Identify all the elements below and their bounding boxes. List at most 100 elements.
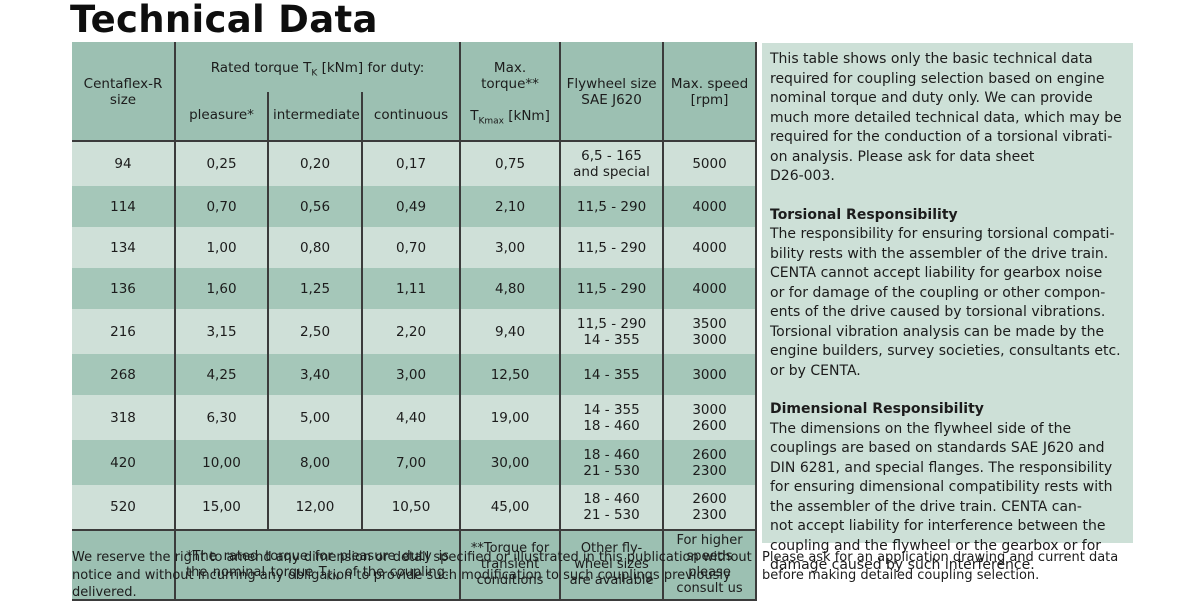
footnote-torque: **Torque for transient conditions xyxy=(460,529,562,601)
cell-continuous: 10,50 xyxy=(362,485,462,530)
cell-intermediate: 12,00 xyxy=(268,485,363,530)
cell-size: 420 xyxy=(72,440,176,485)
footnote-pleasure: *The rated torque for pleasure duty is t… xyxy=(175,529,462,601)
cell-pleasure: 15,00 xyxy=(175,485,269,530)
cell-max-torque: 3,00 xyxy=(460,227,562,268)
table-header-row-2: pleasure* intermediate continuous xyxy=(72,91,756,141)
cell-pleasure: 1,00 xyxy=(175,227,269,268)
cell-size: 216 xyxy=(72,309,176,354)
table-row: 94 0,25 0,20 0,17 0,75 6,5 - 165 and spe… xyxy=(72,141,758,186)
cell-intermediate: 1,25 xyxy=(268,268,363,309)
side-info-panel: This table shows only the basic technica… xyxy=(762,43,1133,573)
max-torque-line2: TKmax [kNm] xyxy=(465,108,555,127)
rated-torque-subscript: K xyxy=(311,68,318,79)
cell-max-torque: 2,10 xyxy=(460,186,562,227)
cell-continuous: 0,17 xyxy=(362,141,462,186)
cell-pleasure: 4,25 xyxy=(175,354,269,395)
cell-speed: 4000 xyxy=(663,186,758,227)
footnote-speed: For higher speeds please consult us xyxy=(663,529,758,601)
cell-flywheel: 11,5 - 290 xyxy=(560,227,665,268)
cell-size: 520 xyxy=(72,485,176,530)
header-rated-torque: Rated torque TK [kNm] for duty: xyxy=(175,42,462,92)
cell-speed: 3500 3000 xyxy=(663,309,758,354)
header-duty-intermediate: intermediate xyxy=(268,91,363,141)
table-row: 134 1,00 0,80 0,70 3,00 11,5 - 290 4000 xyxy=(72,227,758,268)
cell-continuous: 4,40 xyxy=(362,395,462,440)
rated-torque-text: Rated torque T xyxy=(210,59,312,76)
cell-max-torque: 9,40 xyxy=(460,309,562,354)
max-torque-symbol: T xyxy=(470,108,479,124)
rated-torque-unit: [kNm] for duty: xyxy=(317,59,425,76)
cell-intermediate: 0,80 xyxy=(268,227,363,268)
table-row: 136 1,60 1,25 1,11 4,80 11,5 - 290 4000 xyxy=(72,268,758,309)
cell-speed: 3000 xyxy=(663,354,758,395)
footnote-pleasure-text: *The rated torque for pleasure duty is t… xyxy=(186,549,450,580)
cell-flywheel: 11,5 - 290 14 - 355 xyxy=(560,309,665,354)
cell-continuous: 3,00 xyxy=(362,354,462,395)
cell-size: 114 xyxy=(72,186,176,227)
cell-max-torque: 45,00 xyxy=(460,485,562,530)
table-body: 94 0,25 0,20 0,17 0,75 6,5 - 165 and spe… xyxy=(72,141,758,601)
cell-pleasure: 3,15 xyxy=(175,309,269,354)
header-flywheel: Flywheel size SAE J620 xyxy=(560,42,665,141)
footnote-empty-cell xyxy=(72,529,176,601)
table-row: 216 3,15 2,50 2,20 9,40 11,5 - 290 14 - … xyxy=(72,309,758,354)
cell-flywheel: 18 - 460 21 - 530 xyxy=(560,485,665,530)
cell-intermediate: 5,00 xyxy=(268,395,363,440)
page-title: Technical Data xyxy=(70,0,378,41)
table-footnote-row: *The rated torque for pleasure duty is t… xyxy=(72,529,758,601)
cell-speed: 3000 2600 xyxy=(663,395,758,440)
cell-speed: 2600 2300 xyxy=(663,485,758,530)
cell-speed: 4000 xyxy=(663,227,758,268)
table-row: 520 15,00 12,00 10,50 45,00 18 - 460 21 … xyxy=(72,485,758,530)
cell-flywheel: 14 - 355 xyxy=(560,354,665,395)
header-size: Centaflex-R size xyxy=(72,42,176,141)
cell-intermediate: 3,40 xyxy=(268,354,363,395)
cell-pleasure: 6,30 xyxy=(175,395,269,440)
max-torque-subscript: Kmax xyxy=(478,116,504,127)
max-torque-unit: [kNm] xyxy=(503,108,550,124)
cell-intermediate: 8,00 xyxy=(268,440,363,485)
cell-size: 318 xyxy=(72,395,176,440)
panel-intro-paragraph: This table shows only the basic technica… xyxy=(770,51,1122,184)
cell-pleasure: 0,70 xyxy=(175,186,269,227)
cell-speed: 5000 xyxy=(663,141,758,186)
cell-continuous: 0,49 xyxy=(362,186,462,227)
cell-flywheel: 6,5 - 165 and special xyxy=(560,141,665,186)
cell-continuous: 7,00 xyxy=(362,440,462,485)
cell-pleasure: 1,60 xyxy=(175,268,269,309)
table-header: Centaflex-R size Rated torque TK [kNm] f… xyxy=(72,42,758,141)
cell-intermediate: 0,20 xyxy=(268,141,363,186)
cell-intermediate: 2,50 xyxy=(268,309,363,354)
dimensional-responsibility-heading: Dimensional Responsibility xyxy=(770,401,984,417)
cell-intermediate: 0,56 xyxy=(268,186,363,227)
cell-max-torque: 4,80 xyxy=(460,268,562,309)
cell-max-torque: 30,00 xyxy=(460,440,562,485)
cell-size: 134 xyxy=(72,227,176,268)
table-row: 318 6,30 5,00 4,40 19,00 14 - 355 18 - 4… xyxy=(72,395,758,440)
application-drawing-footnote: Please ask for an application drawing an… xyxy=(762,550,1119,583)
cell-flywheel: 11,5 - 290 xyxy=(560,186,665,227)
table-header-row-1: Centaflex-R size Rated torque TK [kNm] f… xyxy=(72,42,758,141)
footnote-pleasure-end: of the coupling. xyxy=(339,565,450,580)
cell-flywheel: 18 - 460 21 - 530 xyxy=(560,440,665,485)
table-row: 420 10,00 8,00 7,00 30,00 18 - 460 21 - … xyxy=(72,440,758,485)
cell-pleasure: 0,25 xyxy=(175,141,269,186)
cell-pleasure: 10,00 xyxy=(175,440,269,485)
footnote-flywheel: Other fly- wheel sizes are available xyxy=(560,529,665,601)
cell-continuous: 2,20 xyxy=(362,309,462,354)
dimensional-responsibility-body: The dimensions on the flywheel side of t… xyxy=(770,420,1113,574)
footnote-pleasure-subscript: KN xyxy=(326,572,340,583)
cell-max-torque: 12,50 xyxy=(460,354,562,395)
cell-size: 136 xyxy=(72,268,176,309)
cell-flywheel: 14 - 355 18 - 460 xyxy=(560,395,665,440)
cell-continuous: 0,70 xyxy=(362,227,462,268)
cell-max-torque: 0,75 xyxy=(460,141,562,186)
header-duty-pleasure: pleasure* xyxy=(175,91,269,141)
cell-size: 268 xyxy=(72,354,176,395)
header-max-torque: Max. torque** TKmax [kNm] xyxy=(460,42,562,141)
max-torque-line1: Max. torque** xyxy=(481,60,539,92)
reservation-footnote: We reserve the right to amend any dimens… xyxy=(72,550,752,600)
torsional-responsibility-body: The responsibility for ensuring torsiona… xyxy=(770,226,1121,379)
